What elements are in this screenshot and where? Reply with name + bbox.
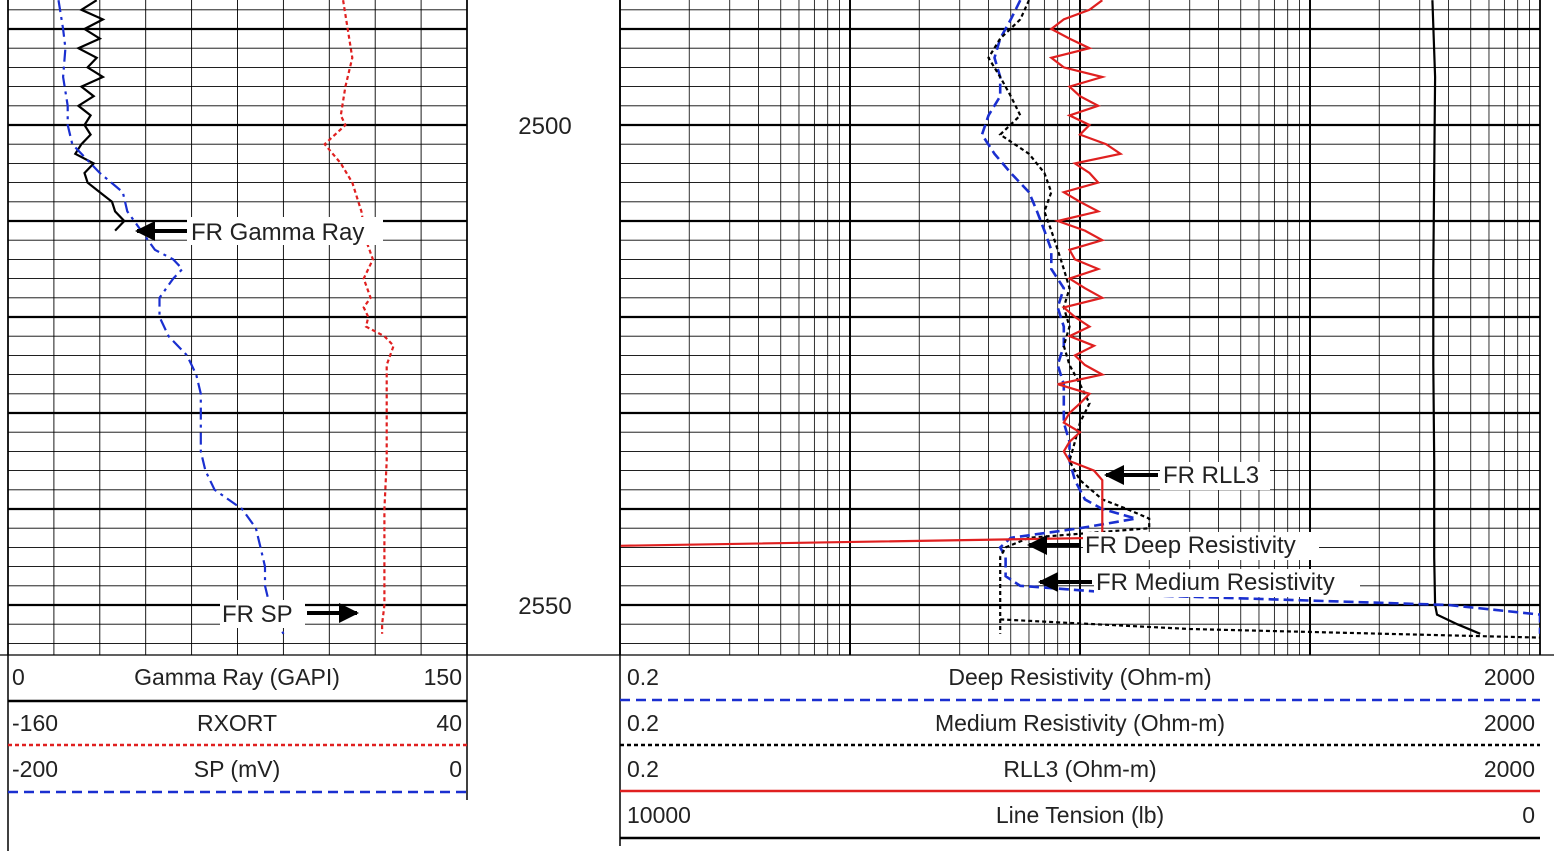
sp-min: -200 [12, 756, 58, 782]
depth-label-2500: 2500 [518, 113, 571, 140]
deep-resistivity-max: 2000 [1484, 664, 1535, 690]
line-tension-max: 0 [1522, 802, 1535, 828]
deep-resistivity-min: 0.2 [627, 664, 659, 690]
gamma-ray-max: 150 [424, 664, 462, 690]
rxort-min: -160 [12, 710, 58, 736]
left-track-header: 0 Gamma Ray (GAPI) 150 -160 RXORT 40 -20… [8, 664, 467, 792]
depth-label-2550: 2550 [518, 593, 571, 620]
annotation-fr-rll3-label: FR RLL3 [1163, 462, 1259, 489]
scale-row-sp: -200 SP (mV) 0 [8, 756, 467, 792]
scale-row-medium-resistivity: 0.2 Medium Resistivity (Ohm-m) 2000 [620, 710, 1540, 745]
medium-resistivity-tail [1000, 619, 1540, 637]
scale-row-rll3: 0.2 RLL3 (Ohm-m) 2000 [620, 756, 1540, 791]
scale-row-line-tension: 10000 Line Tension (lb) 0 [620, 802, 1540, 838]
rll3-curve [620, 0, 1121, 546]
annotation-fr-sp-label: FR SP [222, 601, 293, 628]
rxort-title: RXORT [197, 710, 277, 736]
right-track-grid [620, 0, 1540, 655]
line-tension-min: 10000 [627, 802, 691, 828]
medium-resistivity-title: Medium Resistivity (Ohm-m) [935, 710, 1225, 736]
gamma-ray-min: 0 [12, 664, 25, 690]
sp-max: 0 [449, 756, 462, 782]
rll3-title: RLL3 (Ohm-m) [1003, 756, 1156, 782]
rll3-min: 0.2 [627, 756, 659, 782]
annotation-fr-rll3: FR RLL3 [1106, 462, 1270, 490]
medium-resistivity-min: 0.2 [627, 710, 659, 736]
annotation-fr-medium-resistivity-label: FR Medium Resistivity [1096, 569, 1335, 596]
gamma-ray-title: Gamma Ray (GAPI) [134, 664, 340, 690]
annotation-fr-gamma-ray-label: FR Gamma Ray [191, 219, 364, 246]
deep-resistivity-title: Deep Resistivity (Ohm-m) [948, 664, 1211, 690]
line-tension-title: Line Tension (lb) [996, 802, 1164, 828]
medium-resistivity-max: 2000 [1484, 710, 1535, 736]
annotation-fr-medium-resistivity: FR Medium Resistivity [1040, 569, 1360, 597]
left-track-grid [8, 0, 467, 655]
rxort-max: 40 [436, 710, 462, 736]
right-track-header: 0.2 Deep Resistivity (Ohm-m) 2000 0.2 Me… [620, 664, 1540, 838]
scale-row-deep-resistivity: 0.2 Deep Resistivity (Ohm-m) 2000 [620, 664, 1540, 700]
sp-title: SP (mV) [194, 756, 280, 782]
scale-row-gamma-ray: 0 Gamma Ray (GAPI) 150 [8, 664, 467, 701]
rll3-max: 2000 [1484, 756, 1535, 782]
scale-row-rxort: -160 RXORT 40 [8, 710, 467, 745]
annotation-fr-deep-resistivity: FR Deep Resistivity [1029, 532, 1319, 560]
annotation-fr-deep-resistivity-label: FR Deep Resistivity [1085, 532, 1296, 559]
